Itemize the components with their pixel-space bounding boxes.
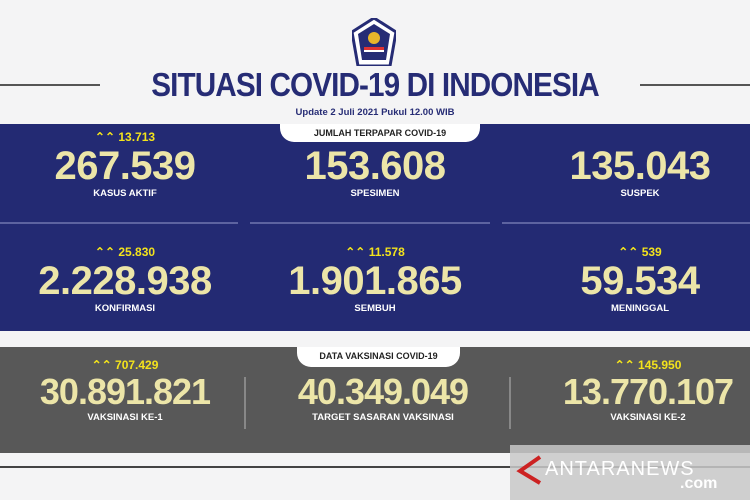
stat-sembuh: ⌃⌃ 11.578 1.901.865 SEMBUH <box>288 245 462 314</box>
divider <box>244 377 246 429</box>
stat-vaksinasi-2: ⌃⌃ 145.950 13.770.107 VAKSINASI KE-2 <box>562 358 734 423</box>
stat-suspek: 135.043 SUSPEK <box>569 144 711 199</box>
stat-kasus-aktif: ⌃⌃ 13.713 267.539 KASUS AKTIF <box>0 130 250 199</box>
update-timestamp: Update 2 Juli 2021 Pukul 12.00 WIB <box>295 107 455 118</box>
divider <box>250 222 490 224</box>
delta: ⌃⌃ 13.713 <box>94 130 156 144</box>
watermark <box>510 445 750 500</box>
stat-meninggal: ⌃⌃ 539 59.534 MENINGGAL <box>580 245 700 314</box>
exposure-panel <box>0 124 750 331</box>
bottom-rule <box>0 466 750 468</box>
double-chevron-up-icon: ⌃⌃ <box>345 245 369 259</box>
antara-logo-icon <box>516 455 542 485</box>
watermark-text: ANTARANEWS <box>545 458 695 480</box>
stat-target-vaksinasi: 40.349.049 TARGET SASARAN VAKSINASI <box>297 371 469 424</box>
divider <box>0 222 238 224</box>
double-chevron-up-icon: ⌃⌃ <box>94 245 119 259</box>
divider <box>502 222 750 224</box>
task-force-logo <box>352 18 396 66</box>
watermark-suffix: .com <box>680 475 718 492</box>
page-title: SITUASI COVID-19 DI INDONESIA <box>151 66 599 103</box>
title-rule-left <box>0 84 100 86</box>
title-rule-right <box>640 84 750 86</box>
stat-spesimen: 153.608 SPESIMEN <box>304 144 446 199</box>
double-chevron-up-icon: ⌃⌃ <box>94 130 119 144</box>
double-chevron-up-icon: ⌃⌃ <box>618 245 642 259</box>
double-chevron-up-icon: ⌃⌃ <box>614 358 639 372</box>
vaccination-badge: DATA VAKSINASI COVID-19 <box>297 347 460 367</box>
stat-vaksinasi-1: ⌃⌃ 707.429 30.891.821 VAKSINASI KE-1 <box>39 358 211 423</box>
double-chevron-up-icon: ⌃⌃ <box>91 358 116 372</box>
divider <box>509 377 511 429</box>
exposure-badge: JUMLAH TERPAPAR COVID-19 <box>280 124 480 142</box>
stat-konfirmasi: ⌃⌃ 25.830 2.228.938 KONFIRMASI <box>38 245 212 314</box>
